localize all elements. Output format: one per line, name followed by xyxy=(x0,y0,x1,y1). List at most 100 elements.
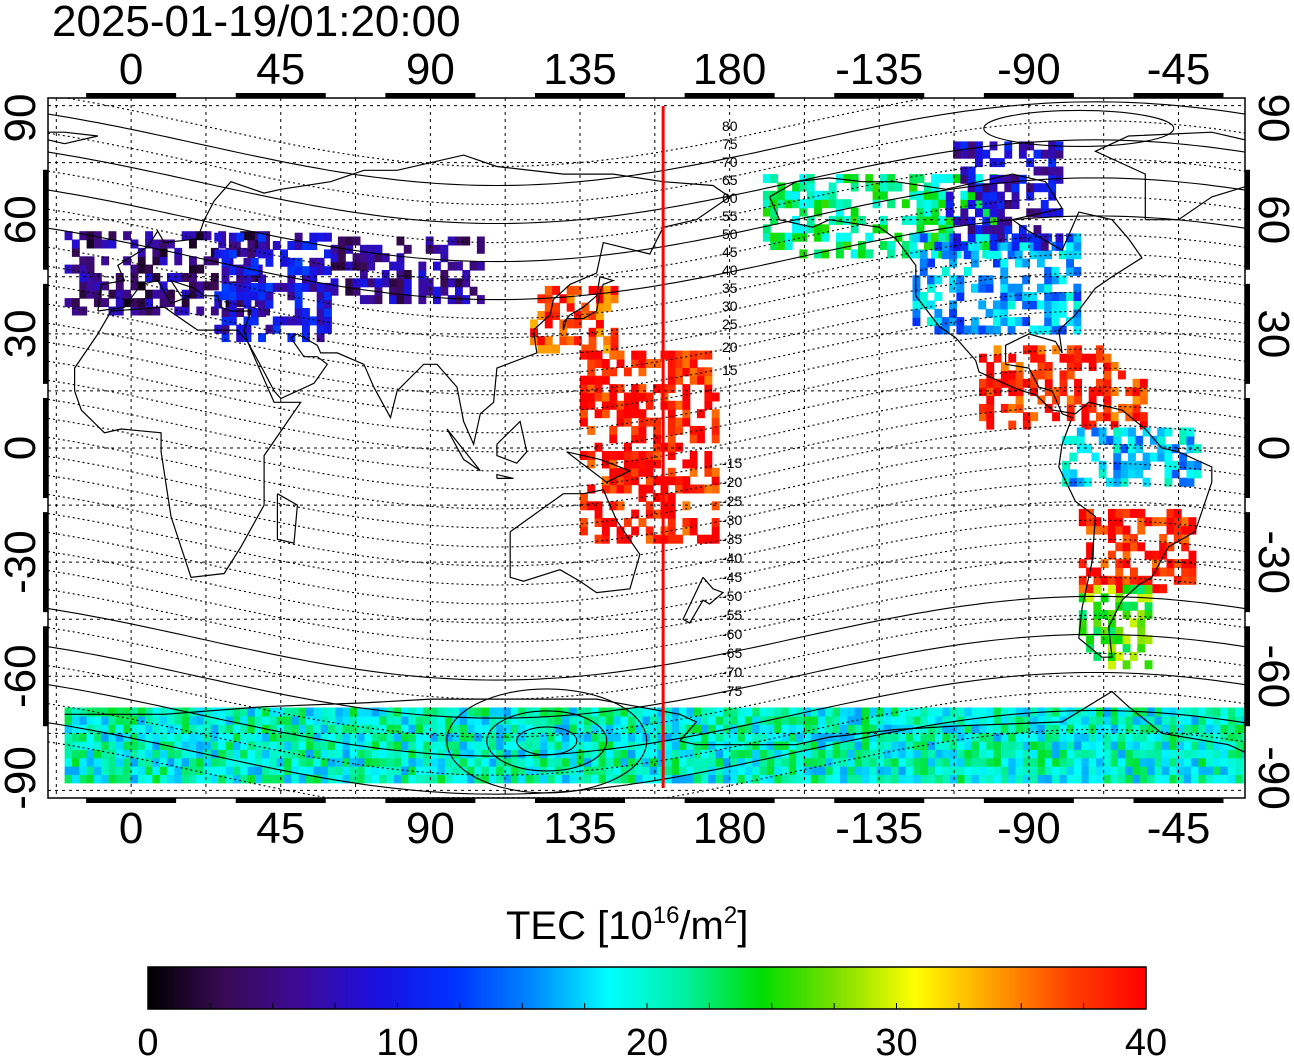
tec-cell xyxy=(774,740,783,750)
tec-cell xyxy=(1144,635,1153,645)
tec-cell xyxy=(803,749,812,759)
tec-cell xyxy=(847,715,856,725)
tec-cell xyxy=(210,256,219,266)
tec-cell xyxy=(638,425,647,435)
tec-cell xyxy=(587,384,596,394)
tec-cell xyxy=(598,774,607,784)
tec-cell xyxy=(762,224,771,234)
tec-cell xyxy=(843,241,852,250)
tec-cell xyxy=(1115,567,1124,577)
tec-cell xyxy=(137,757,146,767)
tec-cell xyxy=(306,766,314,775)
tec-cell xyxy=(1093,626,1102,636)
tec-cell xyxy=(645,534,654,544)
tec-cell xyxy=(452,724,461,734)
tec-cell xyxy=(1100,626,1109,636)
tec-cell xyxy=(71,732,80,742)
tec-cell xyxy=(306,740,314,750)
tec-cell xyxy=(1014,283,1023,293)
tec-cell xyxy=(799,224,808,234)
tec-cell xyxy=(770,241,779,250)
tec-cell xyxy=(236,324,245,334)
tec-cell xyxy=(86,732,95,742)
tec-cell xyxy=(1044,283,1053,293)
tec-cell xyxy=(942,749,951,759)
tec-cell xyxy=(1022,317,1031,327)
tec-cell xyxy=(79,715,88,725)
tec-cell xyxy=(591,732,600,742)
tec-cell xyxy=(1073,317,1082,327)
tec-cell xyxy=(1069,477,1078,487)
left-lat-label: 60 xyxy=(0,195,45,244)
tec-cell xyxy=(447,261,456,271)
left-lat-label: 90 xyxy=(0,94,45,143)
tec-cell xyxy=(993,258,1001,268)
tec-cell xyxy=(627,749,636,759)
tec-cell xyxy=(979,774,987,784)
tec-cell xyxy=(967,149,976,159)
tec-cell xyxy=(1074,724,1082,734)
tec-cell xyxy=(445,707,453,717)
tec-cell xyxy=(547,715,556,725)
tec-cell xyxy=(916,190,925,200)
tec-cell xyxy=(1100,575,1109,585)
tec-cell xyxy=(788,757,797,767)
tec-cell xyxy=(598,724,607,734)
tec-cell xyxy=(1154,715,1163,725)
tec-cell xyxy=(989,215,998,225)
tec-cell xyxy=(1033,233,1042,243)
tec-cell xyxy=(671,724,680,734)
tec-cell xyxy=(1220,757,1229,767)
tec-cell xyxy=(682,484,691,494)
tec-cell xyxy=(1037,370,1046,380)
tec-cell xyxy=(671,740,680,750)
tec-cell xyxy=(291,740,300,750)
tec-cell xyxy=(1055,233,1064,243)
tec-cell xyxy=(891,757,900,767)
tec-cell xyxy=(689,359,698,368)
tec-cell xyxy=(971,766,980,775)
tec-cell xyxy=(547,740,556,750)
tec-cell xyxy=(645,484,654,494)
tec-cell xyxy=(1122,534,1131,543)
tec-cell xyxy=(481,732,490,742)
tec-cell xyxy=(232,298,241,308)
tec-cell xyxy=(781,732,790,742)
tec-cell xyxy=(1161,766,1170,775)
tec-cell xyxy=(1044,266,1053,276)
tec-cell xyxy=(1235,749,1243,759)
tec-cell xyxy=(130,749,139,759)
tec-cell xyxy=(262,757,270,767)
tec-cell xyxy=(1118,774,1126,784)
tec-cell xyxy=(1030,724,1039,734)
tec-cell xyxy=(1154,732,1163,742)
tec-cell xyxy=(364,766,373,775)
tec-cell xyxy=(638,459,647,469)
tec-cell xyxy=(891,774,900,784)
tec-cell xyxy=(379,757,388,767)
tec-cell xyxy=(167,774,175,784)
tec-cell xyxy=(1115,508,1124,518)
tec-cell xyxy=(1159,584,1168,594)
tec-cell xyxy=(228,266,237,276)
tec-cell xyxy=(1125,766,1134,775)
tec-cell xyxy=(1183,740,1192,750)
tec-cell xyxy=(1088,724,1097,734)
tec-cell xyxy=(130,774,139,784)
tec-cell xyxy=(682,384,691,394)
tec-cell xyxy=(963,325,972,335)
tec-cell xyxy=(913,715,922,725)
tec-cell xyxy=(623,367,632,377)
tec-cell xyxy=(337,261,346,271)
tec-cell xyxy=(1069,452,1078,462)
contour-label: -35 xyxy=(722,531,742,547)
tec-cell xyxy=(1048,183,1057,193)
tec-cell xyxy=(806,182,815,192)
tec-cell xyxy=(393,757,402,767)
tec-cell xyxy=(554,715,563,725)
tec-cell xyxy=(1007,250,1016,260)
tec-cell xyxy=(221,266,230,276)
tec-cell xyxy=(1022,420,1031,430)
tec-cell xyxy=(1205,749,1214,759)
tec-cell xyxy=(130,715,139,725)
